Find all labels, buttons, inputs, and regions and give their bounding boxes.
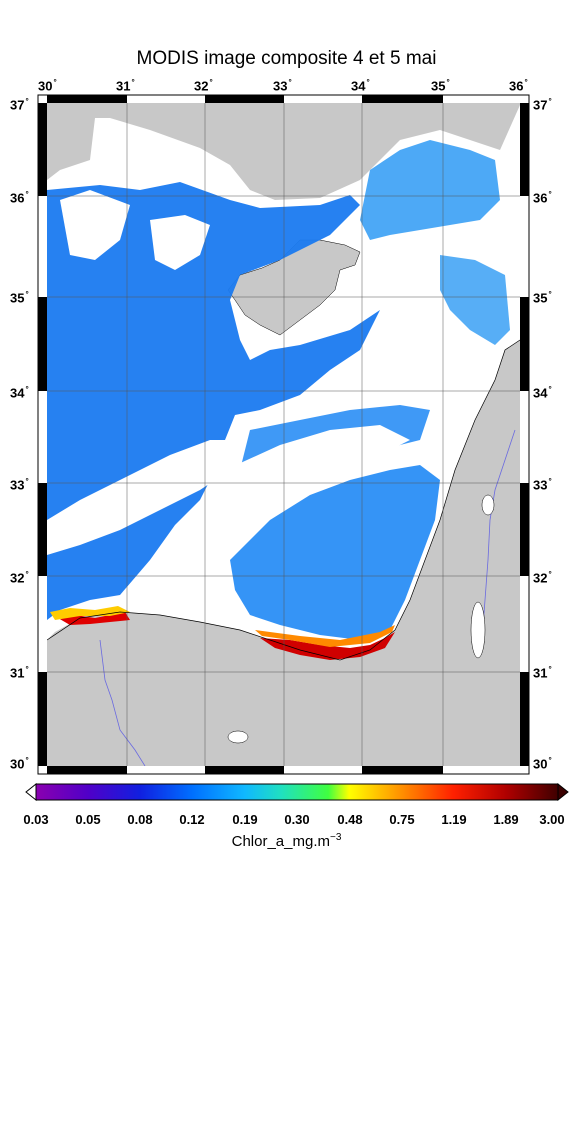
lat-tick-right: 34° bbox=[533, 385, 552, 401]
colorbar-over-arrow bbox=[557, 782, 569, 802]
colorbar-label: 0.08 bbox=[127, 812, 153, 827]
map-title: MODIS image composite 4 et 5 mai bbox=[136, 48, 437, 69]
lat-tick-right: 31° bbox=[533, 665, 552, 681]
lat-tick-right: 33° bbox=[533, 477, 552, 493]
nile-river bbox=[99, 639, 146, 766]
coastline bbox=[47, 339, 520, 661]
cloud-patch bbox=[225, 425, 410, 520]
lat-tick-left: 34° bbox=[10, 385, 29, 401]
chlorophyll-low-field-levant bbox=[440, 255, 510, 345]
lat-tick-right: 36° bbox=[533, 190, 552, 206]
lat-tick-left: 35° bbox=[10, 290, 29, 306]
lat-tick-left: 31° bbox=[10, 665, 29, 681]
lat-tick-right: 30° bbox=[533, 756, 552, 772]
lake bbox=[470, 601, 486, 659]
colorbar-label: 0.12 bbox=[179, 812, 205, 827]
lake bbox=[227, 730, 249, 744]
colorbar-label: 0.03 bbox=[23, 812, 49, 827]
cyprus-island bbox=[227, 239, 361, 336]
colorbar-label: 1.19 bbox=[441, 812, 467, 827]
lat-tick-left: 33° bbox=[10, 477, 29, 493]
cloud-patch bbox=[150, 215, 210, 270]
colorbar-label: 0.48 bbox=[337, 812, 363, 827]
chlorophyll-mid-coastal-band bbox=[255, 625, 395, 647]
lat-tick-left: 37° bbox=[10, 97, 29, 113]
chlorophyll-low-field-north bbox=[360, 140, 500, 240]
lat-tick-right: 37° bbox=[533, 97, 552, 113]
lat-tick-left: 32° bbox=[10, 570, 29, 586]
cloud-patch bbox=[47, 440, 240, 555]
colorbar bbox=[25, 782, 569, 802]
lat-tick-right: 35° bbox=[533, 290, 552, 306]
colorbar-label: 1.89 bbox=[493, 812, 519, 827]
lat-tick-left: 36° bbox=[10, 190, 29, 206]
lat-tick-right: 32° bbox=[533, 570, 552, 586]
lon-tick-top: 30° bbox=[38, 78, 57, 94]
chlorophyll-low-field-east bbox=[230, 465, 440, 640]
lon-tick-top: 32° bbox=[194, 78, 213, 94]
lon-tick-top: 31° bbox=[116, 78, 135, 94]
lat-tick-left: 30° bbox=[10, 756, 29, 772]
lon-tick-top: 35° bbox=[431, 78, 450, 94]
lon-tick-top: 36° bbox=[509, 78, 528, 94]
colorbar-label: 0.19 bbox=[232, 812, 258, 827]
graticule bbox=[47, 103, 520, 766]
lake bbox=[481, 494, 495, 516]
colorbar-label: 0.75 bbox=[389, 812, 415, 827]
colorbar-label: 3.00 bbox=[539, 812, 565, 827]
chlorophyll-mid-west-coast bbox=[50, 606, 130, 620]
colorbar-label: 0.30 bbox=[284, 812, 310, 827]
jordan-river bbox=[481, 429, 516, 641]
lon-tick-top: 34° bbox=[351, 78, 370, 94]
lon-tick-top: 33° bbox=[273, 78, 292, 94]
cloud-patch bbox=[60, 190, 130, 260]
colorbar-unit-label: Chlor_a_mg.m−3 bbox=[231, 832, 342, 850]
colorbar-label: 0.05 bbox=[75, 812, 101, 827]
colorbar-under-arrow bbox=[25, 782, 37, 802]
